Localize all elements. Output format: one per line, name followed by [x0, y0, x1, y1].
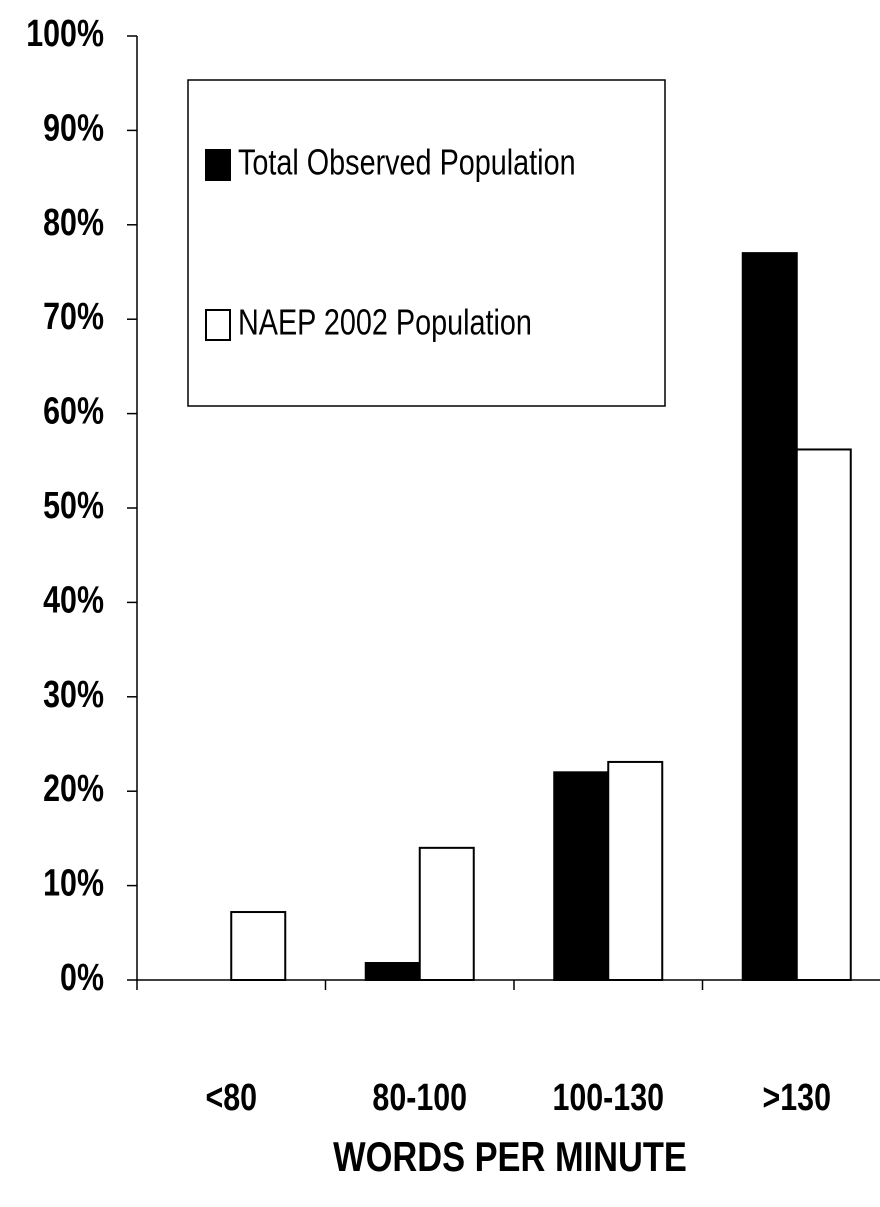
legend-box: [187, 79, 666, 407]
y-tick-label: 50%: [43, 485, 104, 527]
legend-swatch: [205, 309, 231, 341]
bar: [607, 760, 664, 981]
y-tick-label: 20%: [43, 768, 104, 810]
bar: [230, 911, 287, 981]
bar: [741, 252, 798, 981]
bar: [418, 846, 475, 982]
legend-swatch: [205, 149, 231, 181]
y-tick-label: 0%: [60, 957, 104, 999]
x-tick-label: >130: [763, 1077, 831, 1119]
x-tick-label: <80: [205, 1077, 257, 1119]
y-tick-label: 30%: [43, 674, 104, 716]
y-tick-label: 100%: [26, 13, 104, 55]
y-tick-label: 40%: [43, 579, 104, 621]
y-tick-label: 80%: [43, 202, 104, 244]
x-tick-label: 80-100: [372, 1077, 467, 1119]
x-tick-label: 100-130: [552, 1077, 664, 1119]
bar: [364, 962, 421, 981]
bar: [795, 448, 852, 981]
y-tick-label: 70%: [43, 296, 104, 338]
legend-label: NAEP 2002 Population: [238, 301, 532, 342]
x-axis-title: WORDS PER MINUTE: [333, 1134, 687, 1181]
bar: [553, 771, 610, 981]
legend-label: Total Observed Population: [238, 141, 576, 182]
y-tick-label: 60%: [43, 391, 104, 433]
y-tick-label: 10%: [43, 863, 104, 905]
y-tick-label: 90%: [43, 107, 104, 149]
